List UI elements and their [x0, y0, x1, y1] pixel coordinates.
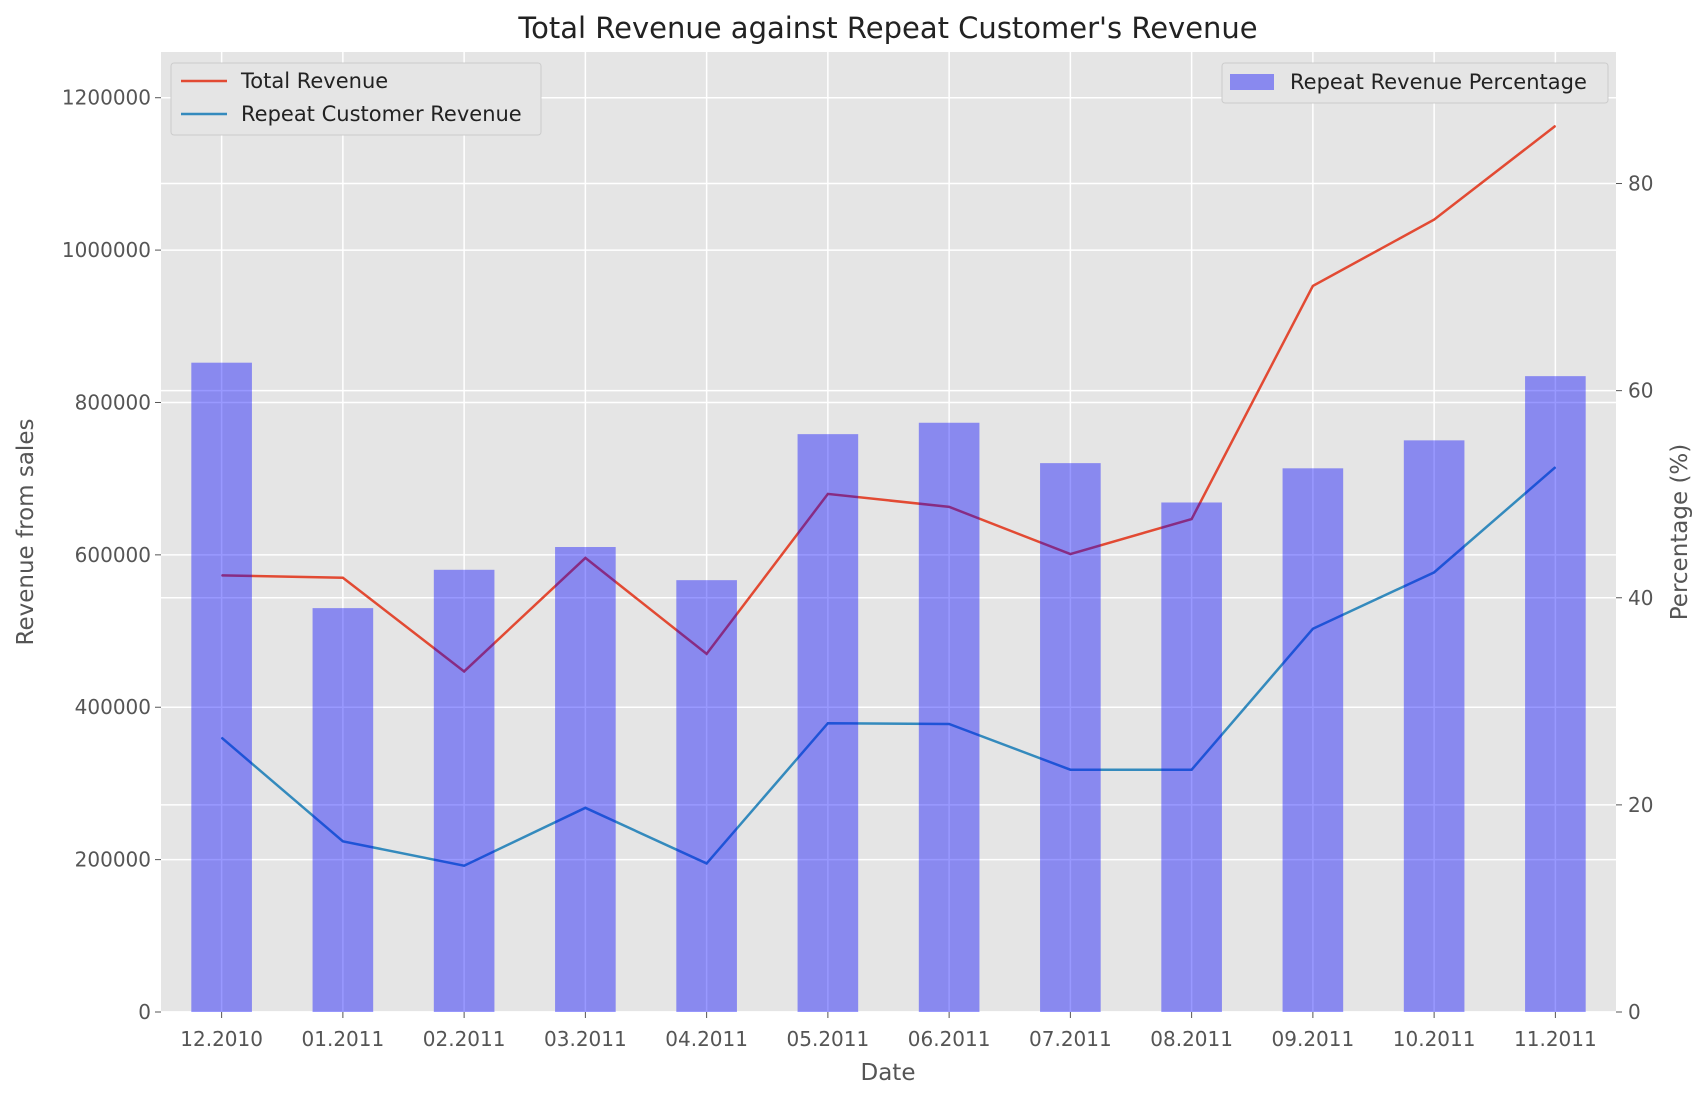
bar-02.2011	[433, 569, 495, 1012]
y-tick-label: 800000	[75, 390, 151, 414]
line-point	[706, 653, 708, 655]
legend-bars: Repeat Revenue Percentage	[1221, 62, 1609, 104]
line-point	[1191, 518, 1193, 520]
y-tick-label: 600000	[75, 543, 151, 567]
x-tick-label: 05.2011	[787, 1027, 870, 1051]
y2-tick-label: 40	[1628, 586, 1653, 610]
legend-label-percentage: Repeat Revenue Percentage	[1290, 70, 1587, 94]
legend-label-total: Total Revenue	[240, 69, 388, 93]
line-point	[463, 670, 465, 672]
x-tick-label: 01.2011	[302, 1027, 385, 1051]
bar-05.2011	[797, 434, 859, 1012]
line-point	[584, 557, 586, 559]
bar-06.2011	[918, 422, 980, 1012]
line-point	[221, 737, 223, 739]
line-point	[1312, 628, 1314, 630]
line-series	[220, 124, 1557, 868]
y-tick-label: 1200000	[62, 86, 151, 110]
bar-10.2011	[1403, 440, 1465, 1013]
line-point	[1554, 125, 1556, 127]
line-point	[342, 577, 344, 579]
x-tick-label: 09.2011	[1272, 1027, 1355, 1051]
bar-04.2011	[676, 580, 737, 1012]
line-point	[1433, 219, 1435, 221]
x-axis-label: Date	[861, 1060, 916, 1086]
y-tick-label: 1000000	[62, 238, 151, 262]
bar-09.2011	[1282, 468, 1344, 1012]
y2-tick-label: 60	[1628, 379, 1653, 403]
chart-title: Total Revenue against Repeat Customer's …	[517, 11, 1257, 45]
line-repeat-customer-revenue	[220, 466, 1557, 868]
y2-tick-label: 20	[1628, 793, 1653, 817]
line-total-revenue	[221, 124, 1557, 674]
line-point	[1069, 769, 1071, 771]
line-point	[1191, 769, 1193, 771]
bar-12.2010	[191, 362, 252, 1012]
bar-01.2011	[312, 608, 374, 1012]
line-point	[827, 722, 829, 724]
x-tick-label: 04.2011	[665, 1027, 748, 1051]
bar-07.2011	[1040, 463, 1101, 1012]
axes: 0 200000 400000 600000 800000 1000000 1200000 0…	[62, 86, 1654, 1051]
line-point	[342, 840, 344, 842]
bar-series	[191, 362, 1586, 1013]
bar-03.2011	[555, 547, 616, 1012]
line-point	[463, 865, 465, 867]
x-tick-label: 11.2011	[1514, 1027, 1597, 1051]
line-point	[1554, 466, 1556, 468]
line-point	[706, 862, 708, 864]
y-axis-label: Revenue from sales	[13, 419, 39, 646]
x-tick-label: 08.2011	[1150, 1027, 1233, 1051]
line-point	[948, 506, 950, 508]
x-tick-label: 12.2010	[180, 1027, 263, 1051]
bar-11.2011	[1525, 376, 1586, 1012]
line-point	[1069, 553, 1071, 555]
line-point	[948, 723, 950, 725]
bar-08.2011	[1161, 502, 1222, 1012]
y-tick-label: 200000	[75, 848, 151, 872]
y-tick-label: 0	[138, 1000, 151, 1024]
x-tick-label: 07.2011	[1029, 1027, 1112, 1051]
y2-axis-label: Percentage (%)	[1667, 444, 1693, 621]
line-point	[1312, 285, 1314, 287]
line-point	[221, 574, 223, 576]
x-tick-label: 02.2011	[423, 1027, 506, 1051]
y2-tick-label: 0	[1628, 1000, 1641, 1024]
legend-swatch-percentage	[1230, 74, 1274, 90]
x-tick-label: 06.2011	[908, 1027, 991, 1051]
legend-label-repeat: Repeat Customer Revenue	[241, 102, 522, 126]
legend-lines: Total Revenue Repeat Customer Revenue	[170, 62, 542, 136]
y-tick-label: 400000	[75, 695, 151, 719]
line-point	[827, 493, 829, 495]
line-point	[584, 807, 586, 809]
y2-tick-label: 80	[1628, 172, 1653, 196]
x-tick-label: 10.2011	[1393, 1027, 1476, 1051]
line-point	[1433, 571, 1435, 573]
gridlines	[161, 52, 1616, 1013]
plot-area	[161, 52, 1616, 1012]
x-tick-label: 03.2011	[544, 1027, 627, 1051]
